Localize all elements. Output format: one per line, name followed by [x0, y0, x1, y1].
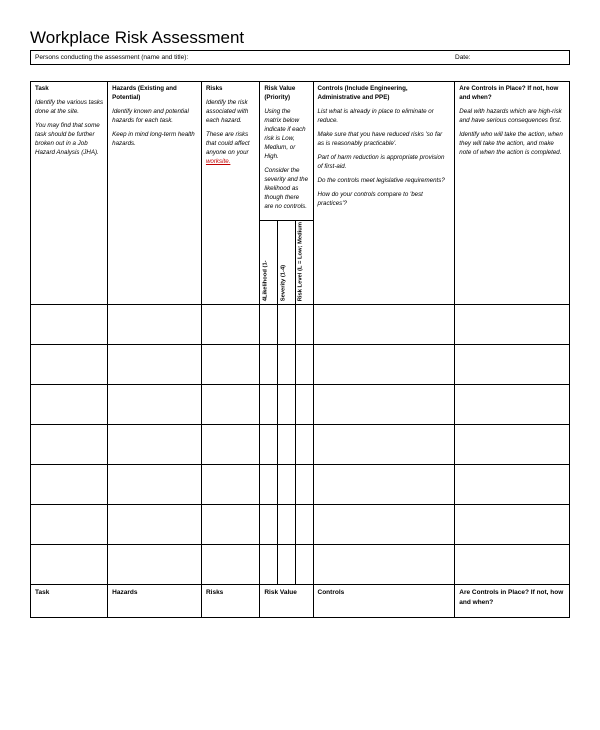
subcol-severity: Severity (1-4) — [278, 220, 296, 304]
footer-hazards: Hazards — [108, 585, 202, 618]
subcol-risklevel: Risk Level (L = Low; Medium — [295, 220, 313, 304]
subcol-likelihood: 4Likelihood (1- — [260, 220, 278, 304]
col-header-risks: Risks Identify the risk associated with … — [201, 82, 259, 305]
footer-controls: Controls — [313, 585, 455, 618]
meta-row: Persons conducting the assessment (name … — [30, 50, 570, 65]
page-title: Workplace Risk Assessment — [30, 28, 570, 48]
table-row — [31, 465, 570, 505]
footer-inplace: Are Controls in Place? If not, how and w… — [455, 585, 570, 618]
col-header-riskvalue: Risk Value (Priority) Using the matrix b… — [260, 82, 313, 221]
footer-risks: Risks — [201, 585, 259, 618]
table-row — [31, 425, 570, 465]
col-header-hazards: Hazards (Existing and Potential) Identif… — [108, 82, 202, 305]
footer-riskvalue: Risk Value — [260, 585, 313, 618]
table-row — [31, 385, 570, 425]
footer-row: Task Hazards Risks Risk Value Controls A… — [31, 585, 570, 618]
persons-label: Persons conducting the assessment (name … — [35, 54, 455, 61]
table-row — [31, 505, 570, 545]
col-header-controls: Controls (Include Engineering, Administr… — [313, 82, 455, 305]
date-label: Date: — [455, 54, 565, 61]
table-row — [31, 545, 570, 585]
col-header-inplace: Are Controls in Place? If not, how and w… — [455, 82, 570, 305]
table-row — [31, 345, 570, 385]
col-header-task: Task Identify the various tasks done at … — [31, 82, 108, 305]
risk-table: Task Identify the various tasks done at … — [30, 81, 570, 618]
table-row — [31, 305, 570, 345]
footer-task: Task — [31, 585, 108, 618]
